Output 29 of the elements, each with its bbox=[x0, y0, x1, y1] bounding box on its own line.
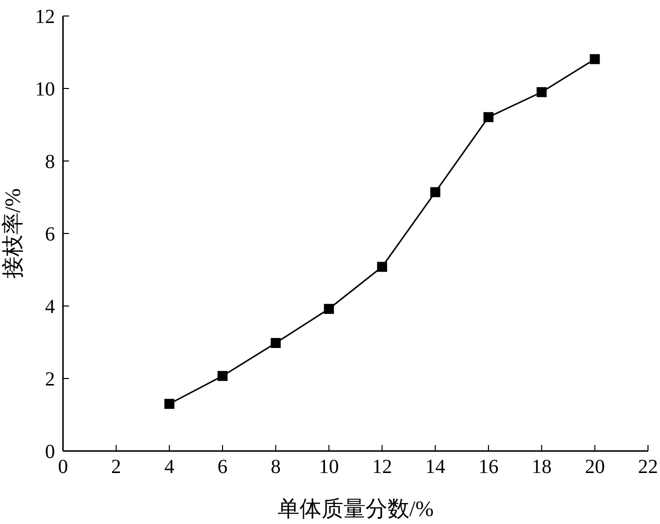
y-tick-label: 6 bbox=[45, 224, 55, 246]
point bbox=[483, 112, 494, 122]
y-tick-label: 2 bbox=[45, 368, 55, 391]
y-tick-label: 12 bbox=[35, 6, 55, 28]
y-axis-title: 接枝率/% bbox=[0, 188, 25, 279]
point bbox=[536, 87, 547, 98]
point bbox=[164, 398, 174, 409]
x-tick-label: 6 bbox=[218, 456, 228, 478]
x-tick-label: 8 bbox=[270, 456, 281, 478]
point bbox=[377, 262, 388, 272]
x-tick-label: 4 bbox=[164, 456, 174, 478]
x-tick-label: 12 bbox=[372, 456, 392, 478]
x-axis-title: 单体质量分数/% bbox=[277, 496, 434, 521]
x-tick-label: 18 bbox=[532, 456, 552, 478]
x-tick-label: 20 bbox=[584, 456, 605, 478]
point bbox=[590, 54, 600, 64]
y-tick-label: 8 bbox=[45, 151, 55, 174]
y-tick-label: 0 bbox=[45, 441, 55, 464]
x-tick-label: 22 bbox=[638, 456, 658, 478]
point bbox=[218, 370, 228, 381]
x-tick-label: 16 bbox=[478, 456, 498, 478]
point bbox=[430, 187, 440, 198]
y-tick-label: 10 bbox=[35, 78, 55, 101]
point bbox=[324, 304, 334, 314]
x-tick-label: 10 bbox=[318, 456, 339, 478]
x-tick-label: 2 bbox=[111, 456, 122, 478]
point bbox=[270, 338, 281, 348]
x-tick-label: 14 bbox=[425, 456, 446, 478]
y-tick-label: 4 bbox=[45, 296, 55, 318]
